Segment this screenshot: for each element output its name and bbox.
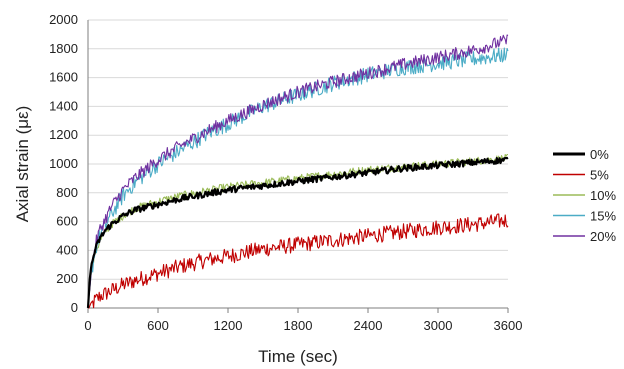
series-line-20pct xyxy=(87,34,509,309)
legend-label: 20% xyxy=(590,229,616,244)
x-tick-label: 3000 xyxy=(424,318,453,333)
y-axis-title: Axial strain (με) xyxy=(13,106,32,223)
tick-layer: 0 200 400 600 800 1000 1200 1400 1600 1800 2000 0 60… xyxy=(49,12,522,333)
y-tick-label: 200 xyxy=(56,271,78,286)
x-tick-label: 0 xyxy=(84,318,91,333)
y-tick-label: 800 xyxy=(56,185,78,200)
x-tick-label: 3600 xyxy=(494,318,523,333)
axis-layer xyxy=(87,20,509,313)
legend: 0% 5% 10% 15% 20% xyxy=(553,147,616,244)
series-layer xyxy=(86,34,509,309)
legend-label: 5% xyxy=(590,168,609,183)
y-tick-label: 1600 xyxy=(49,70,78,85)
y-tick-label: 1400 xyxy=(49,98,78,113)
x-tick-label: 1200 xyxy=(214,318,243,333)
y-tick-label: 1000 xyxy=(49,156,78,171)
series-line-5pct xyxy=(88,213,509,309)
legend-label: 10% xyxy=(590,188,616,203)
x-tick-label: 600 xyxy=(147,318,169,333)
y-tick-label: 600 xyxy=(56,214,78,229)
legend-label: 0% xyxy=(590,147,609,162)
grid-layer xyxy=(88,19,508,280)
y-tick-label: 2000 xyxy=(49,12,78,27)
x-axis-title: Time (sec) xyxy=(258,347,338,366)
y-tick-label: 1200 xyxy=(49,127,78,142)
y-tick-label: 1800 xyxy=(49,41,78,56)
series-line-0pct xyxy=(86,156,509,309)
legend-label: 15% xyxy=(590,209,616,224)
y-tick-label: 0 xyxy=(71,300,78,315)
x-tick-label: 2400 xyxy=(354,318,383,333)
y-tick-label: 400 xyxy=(56,242,78,257)
x-tick-label: 1800 xyxy=(284,318,313,333)
